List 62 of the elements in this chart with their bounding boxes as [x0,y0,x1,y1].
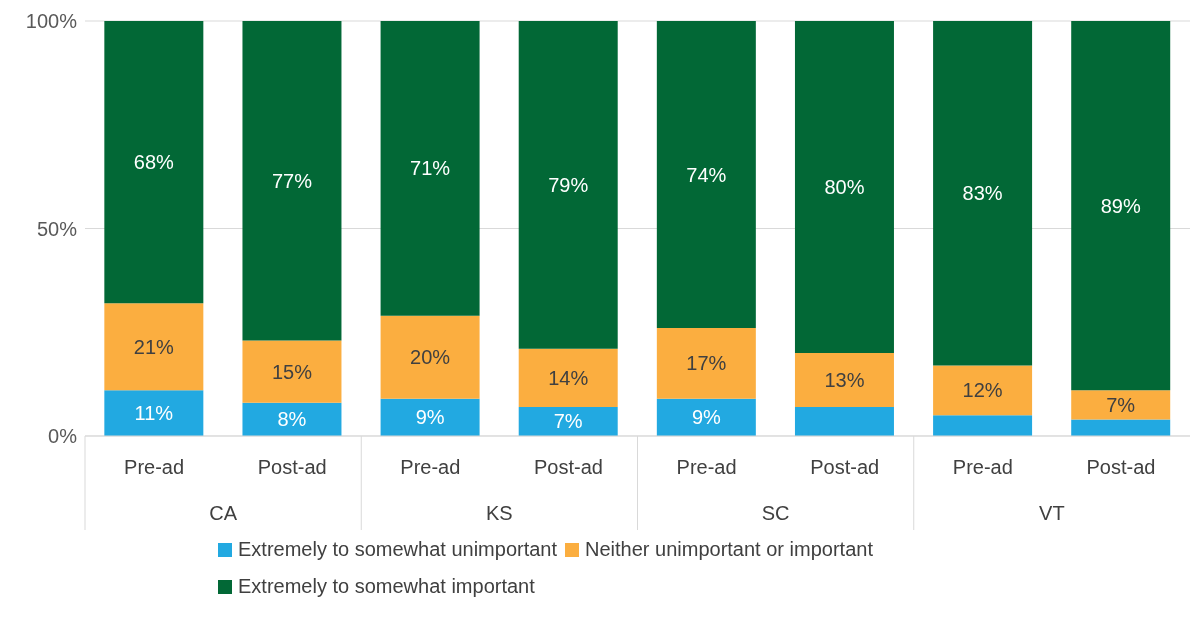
x-tick-label: Post-ad [810,456,880,478]
bar [104,21,204,304]
data-label: 11% [134,402,174,425]
bar [242,340,342,403]
x-tick-label: Post-ad [1086,456,1156,478]
text: CA [209,502,238,524]
data-label: 21% [133,335,175,358]
y-tick-label: 0% [48,425,78,448]
text: VT [1039,502,1065,524]
data-label: 77% [271,169,313,192]
bar [1071,21,1171,391]
bar [794,406,894,436]
bar [104,303,204,391]
bar [933,21,1033,366]
x-tick-label: Post-ad [257,456,327,478]
data-label: 68% [133,151,175,174]
bar [933,365,1033,416]
text: SC [761,502,790,524]
bar [656,21,756,329]
bar [380,21,480,316]
legend-label: Extremely to somewhat important [238,575,535,598]
data-label: 20% [410,346,451,369]
x-tick-label: Pre-ad [400,456,461,478]
bar [518,348,618,407]
bar [794,21,894,353]
data-label: 13% [824,368,865,391]
bar [242,21,342,341]
data-label: 9% [415,406,445,429]
text: KS [486,502,513,524]
data-label: 14% [548,366,589,389]
data-label: 83% [962,182,1003,205]
bar [656,398,756,436]
x-tick-label: Pre-ad [952,456,1013,478]
bar [518,406,618,436]
y-tick-label: 50% [36,217,78,240]
bar [933,415,1033,436]
data-label: 74% [686,163,727,186]
bar [1071,419,1171,436]
bar [518,21,618,349]
bar [1071,390,1171,420]
data-label: 17% [686,352,727,375]
data-label: 89% [1100,194,1141,217]
bar [380,315,480,399]
bar [380,398,480,436]
bar [656,328,756,399]
x-tick-label: Pre-ad [124,456,185,478]
data-label: 8% [277,408,307,431]
legend-label: Extremely to somewhat unimportant [238,538,558,561]
data-label: 79% [548,173,589,196]
data-label: 9% [691,406,722,429]
bar [104,390,204,436]
data-label: 7% [1106,393,1136,416]
legend-label: Neither unimportant or important [585,538,873,561]
data-label: 7% [553,410,583,433]
bar [794,353,894,407]
data-label: 71% [410,157,451,180]
data-label: 15% [271,360,313,383]
data-label: 12% [962,379,1003,402]
x-tick-label: Post-ad [533,456,603,478]
x-tick-label: Pre-ad [676,456,737,478]
y-tick-label: 100% [25,10,78,33]
data-label: 80% [824,176,865,198]
